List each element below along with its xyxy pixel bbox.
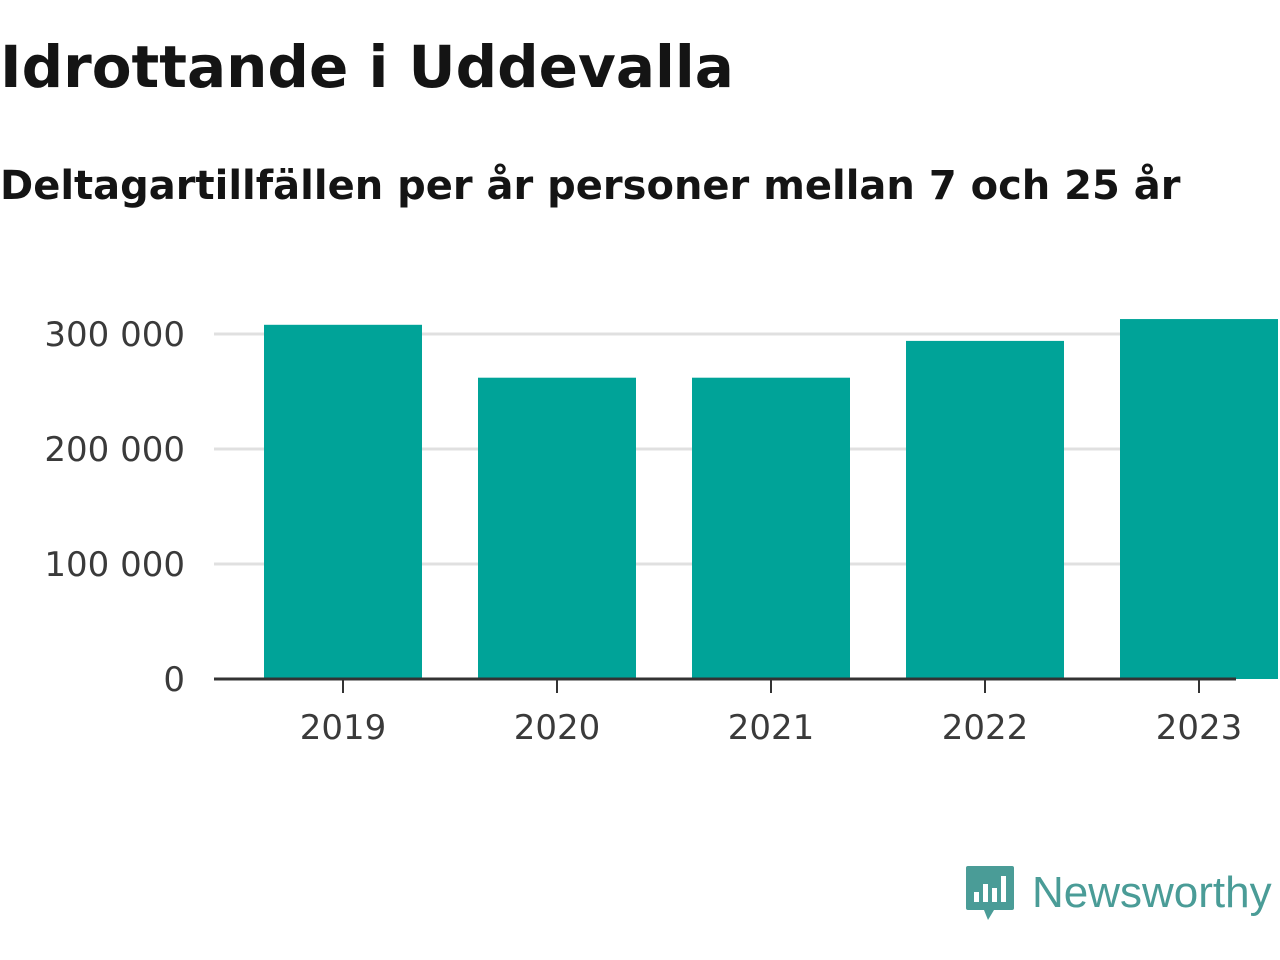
x-tick-label: 2020 <box>514 708 601 748</box>
x-tick-label: 2021 <box>728 708 815 748</box>
brand-logo: Newsworthy <box>964 862 1272 924</box>
bar-2020 <box>478 377 636 679</box>
x-tick-label: 2022 <box>942 708 1029 748</box>
x-tick-label: 2019 <box>300 708 387 748</box>
bar-2019 <box>264 324 422 679</box>
y-tick-label: 100 000 <box>44 545 185 585</box>
bar-2022 <box>906 340 1064 679</box>
y-tick-label: 300 000 <box>44 315 185 355</box>
brand-name: Newsworthy <box>1032 868 1272 917</box>
bar-2023 <box>1120 319 1278 679</box>
x-tick-label: 2023 <box>1156 708 1243 748</box>
chart-title: Idrottande i Uddevalla <box>0 33 734 101</box>
chart-subtitle: Deltagartillfällen per år personer mella… <box>0 163 1181 209</box>
y-tick-label: 0 <box>163 660 185 700</box>
y-tick-label: 200 000 <box>44 430 185 470</box>
bar-2021 <box>692 377 850 679</box>
newsworthy-logo-icon <box>966 866 1014 920</box>
